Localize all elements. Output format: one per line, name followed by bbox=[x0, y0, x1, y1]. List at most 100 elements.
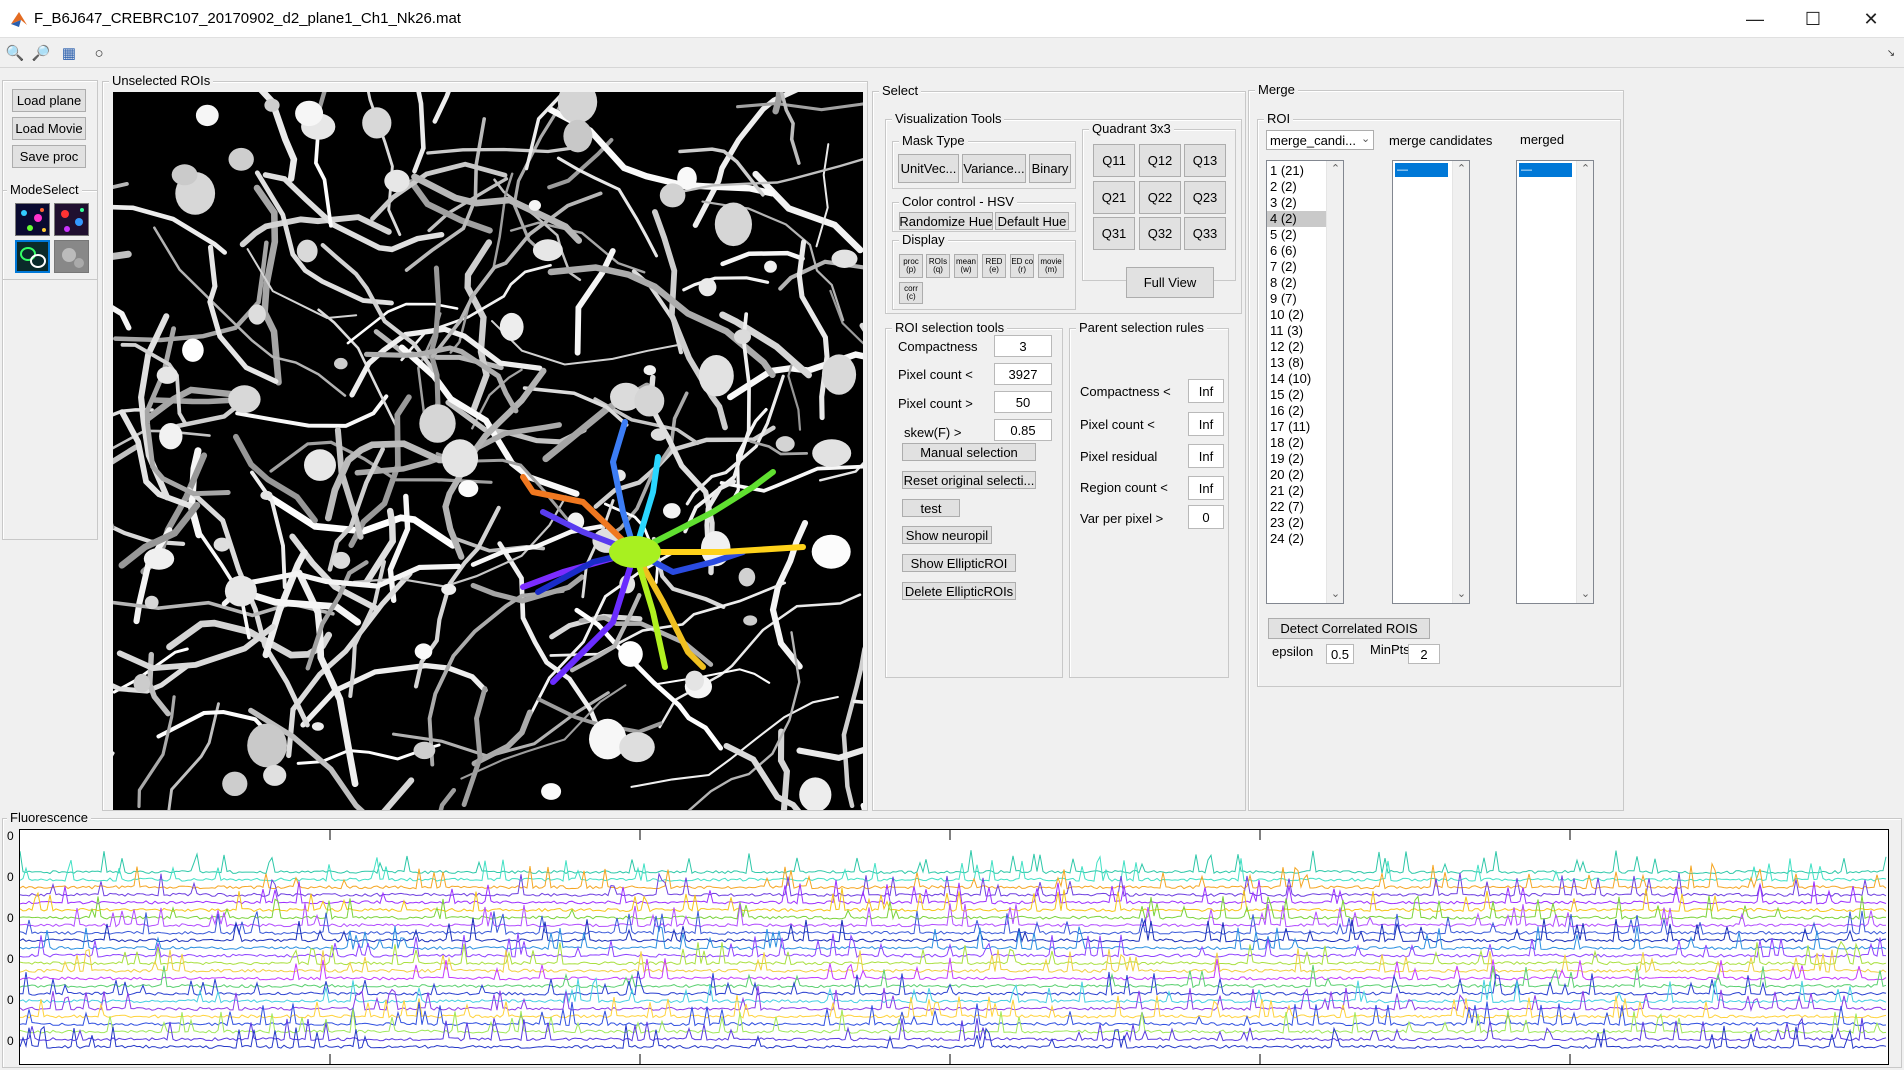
circle-icon[interactable]: ○ bbox=[94, 44, 104, 62]
roi-list-item[interactable]: 21 (2) bbox=[1270, 483, 1304, 498]
merged-list-scrollbar[interactable]: ⌃ ⌄ bbox=[1576, 161, 1593, 603]
pixel-count-max-field[interactable]: 3927 bbox=[994, 363, 1052, 385]
display-mean-button[interactable]: mean (w) bbox=[954, 254, 978, 278]
parent-var-per-pixel-field[interactable]: 0 bbox=[1188, 505, 1224, 529]
merge-candidates-selected-item[interactable]: — bbox=[1395, 163, 1448, 177]
roi-list-item[interactable]: 9 (7) bbox=[1270, 291, 1297, 306]
parent-pixel-count-field[interactable]: Inf bbox=[1188, 412, 1224, 436]
parent-pixel-residual-field[interactable]: Inf bbox=[1188, 444, 1224, 468]
full-view-button[interactable]: Full View bbox=[1126, 267, 1214, 298]
minpts-field[interactable]: 2 bbox=[1408, 644, 1440, 664]
roi-list-item[interactable]: 19 (2) bbox=[1270, 451, 1304, 466]
display-rois-button[interactable]: ROIs (q) bbox=[926, 254, 950, 278]
scroll-up-icon[interactable]: ⌃ bbox=[1456, 163, 1467, 175]
y-tick-label: 0 bbox=[7, 952, 14, 966]
roi-list-item[interactable]: 11 (3) bbox=[1270, 323, 1303, 338]
roi-list-item[interactable]: 5 (2) bbox=[1270, 227, 1297, 242]
delete-elliptic-rois-button[interactable]: Delete EllipticROIs bbox=[902, 582, 1016, 600]
pixel-count-min-field[interactable]: 50 bbox=[994, 391, 1052, 413]
load-plane-button[interactable]: Load plane bbox=[12, 89, 86, 112]
display-proc-button[interactable]: proc (p) bbox=[899, 254, 923, 278]
scroll-down-icon[interactable]: ⌄ bbox=[1330, 588, 1341, 600]
mask-binary-button[interactable]: Binary bbox=[1029, 154, 1071, 183]
merged-list[interactable]: — ⌃ ⌄ bbox=[1516, 160, 1594, 604]
maximize-button[interactable]: ☐ bbox=[1784, 0, 1842, 38]
roi-list-item[interactable]: 10 (2) bbox=[1270, 307, 1304, 322]
roi-list-item[interactable]: 3 (2) bbox=[1270, 195, 1297, 210]
merged-selected-item[interactable]: — bbox=[1519, 163, 1572, 177]
roi-list-item[interactable]: 14 (10) bbox=[1270, 371, 1312, 386]
roi-list-item[interactable]: 6 (6) bbox=[1270, 243, 1297, 258]
roi-list-item[interactable]: 24 (2) bbox=[1270, 531, 1304, 546]
pan-icon[interactable]: ▦ bbox=[61, 45, 77, 62]
test-button[interactable]: test bbox=[902, 499, 960, 517]
roi-list-item[interactable]: 20 (2) bbox=[1270, 467, 1304, 482]
show-neuropil-button[interactable]: Show neuropil bbox=[902, 526, 992, 544]
roi-list-item[interactable]: 12 (2) bbox=[1270, 339, 1304, 354]
roi-list-item[interactable]: 22 (7) bbox=[1270, 499, 1304, 514]
mode-roi-color-button[interactable] bbox=[15, 203, 50, 236]
show-elliptic-roi-button[interactable]: Show EllipticROI bbox=[902, 554, 1016, 572]
zoom-out-icon[interactable]: 🔎 bbox=[31, 45, 51, 62]
roi-list-item[interactable]: 17 (11) bbox=[1270, 419, 1311, 434]
randomize-hue-button[interactable]: Randomize Hue bbox=[899, 212, 993, 230]
roi-list[interactable]: 1 (21) 2 (2) 3 (2) 4 (2) 5 (2) 6 (6) 7 (2) 8 (2… bbox=[1266, 160, 1344, 604]
roi-list-item[interactable]: 23 (2) bbox=[1270, 515, 1304, 530]
quadrant-q21-button[interactable]: Q21 bbox=[1093, 181, 1135, 214]
merge-mode-dropdown[interactable]: merge_candi... ⌄ bbox=[1266, 130, 1374, 150]
minimize-button[interactable]: — bbox=[1726, 0, 1784, 38]
skew-field[interactable]: 0.85 bbox=[994, 419, 1052, 441]
fluorescence-axes[interactable] bbox=[19, 829, 1889, 1065]
detect-correlated-rois-button[interactable]: Detect Correlated ROIS bbox=[1268, 618, 1430, 639]
load-movie-button[interactable]: Load Movie bbox=[12, 117, 86, 140]
mode-gray-button[interactable] bbox=[54, 240, 89, 273]
roi-list-item[interactable]: 7 (2) bbox=[1270, 259, 1297, 274]
mask-variance-button[interactable]: Variance... bbox=[962, 154, 1026, 183]
reset-original-selection-button[interactable]: Reset original selecti... bbox=[902, 471, 1036, 489]
roi-list-scrollbar[interactable]: ⌃ ⌄ bbox=[1326, 161, 1343, 603]
display-red-corr-button[interactable]: RED corr(r) bbox=[1010, 254, 1034, 278]
scroll-up-icon[interactable]: ⌃ bbox=[1330, 163, 1341, 175]
maximize-icon: ☐ bbox=[1804, 8, 1822, 29]
display-mean-label: mean bbox=[955, 257, 976, 266]
roi-list-item[interactable]: 8 (2) bbox=[1270, 275, 1297, 290]
display-movie-button[interactable]: movie (m) bbox=[1038, 254, 1064, 278]
zoom-in-icon[interactable]: 🔍 bbox=[5, 45, 25, 62]
roi-list-item[interactable]: 15 (2) bbox=[1270, 387, 1304, 402]
roi-list-item[interactable]: 1 (21) bbox=[1270, 163, 1304, 178]
roi-list-item[interactable]: 4 (2) bbox=[1267, 211, 1343, 227]
mask-unitvec-button[interactable]: UnitVec... bbox=[898, 154, 959, 183]
scroll-up-icon[interactable]: ⌃ bbox=[1580, 163, 1591, 175]
quadrant-q32-button[interactable]: Q32 bbox=[1139, 217, 1181, 250]
quadrant-q33-button[interactable]: Q33 bbox=[1184, 217, 1226, 250]
display-red-button[interactable]: RED (e) bbox=[982, 254, 1006, 278]
scroll-down-icon[interactable]: ⌄ bbox=[1580, 588, 1591, 600]
merge-candidates-list[interactable]: — ⌃ ⌄ bbox=[1392, 160, 1470, 604]
roi-list-item[interactable]: 2 (2) bbox=[1270, 179, 1297, 194]
save-proc-button[interactable]: Save proc bbox=[12, 145, 86, 168]
dock-arrow-icon[interactable]: ↘ bbox=[1886, 47, 1896, 59]
quadrant-q31-button[interactable]: Q31 bbox=[1093, 217, 1135, 250]
mode-roi-overlay-button[interactable] bbox=[54, 203, 89, 236]
display-corr-button[interactable]: corr (c) bbox=[899, 282, 923, 304]
mode-elliptic-button[interactable] bbox=[15, 240, 50, 273]
roi-list-item[interactable]: 18 (2) bbox=[1270, 435, 1304, 450]
close-button[interactable]: ✕ bbox=[1842, 0, 1900, 38]
title-bar: F_B6J647_CREBRC107_20170902_d2_plane1_Ch… bbox=[0, 0, 1904, 38]
quadrant-q12-button[interactable]: Q12 bbox=[1139, 144, 1181, 177]
quadrant-q23-button[interactable]: Q23 bbox=[1184, 181, 1226, 214]
compactness-field[interactable]: 3 bbox=[994, 335, 1052, 357]
scroll-down-icon[interactable]: ⌄ bbox=[1456, 588, 1467, 600]
parent-compactness-field[interactable]: Inf bbox=[1188, 379, 1224, 403]
manual-selection-button[interactable]: Manual selection bbox=[902, 443, 1036, 461]
epsilon-field[interactable]: 0.5 bbox=[1326, 644, 1354, 664]
roi-image-canvas[interactable] bbox=[113, 92, 863, 810]
quadrant-q11-button[interactable]: Q11 bbox=[1093, 144, 1135, 177]
roi-list-item[interactable]: 16 (2) bbox=[1270, 403, 1304, 418]
merge-candidates-scrollbar[interactable]: ⌃ ⌄ bbox=[1452, 161, 1469, 603]
default-hue-button[interactable]: Default Hue bbox=[995, 212, 1069, 230]
quadrant-q22-button[interactable]: Q22 bbox=[1139, 181, 1181, 214]
roi-list-item[interactable]: 13 (8) bbox=[1270, 355, 1304, 370]
parent-region-count-field[interactable]: Inf bbox=[1188, 476, 1224, 500]
quadrant-q13-button[interactable]: Q13 bbox=[1184, 144, 1226, 177]
